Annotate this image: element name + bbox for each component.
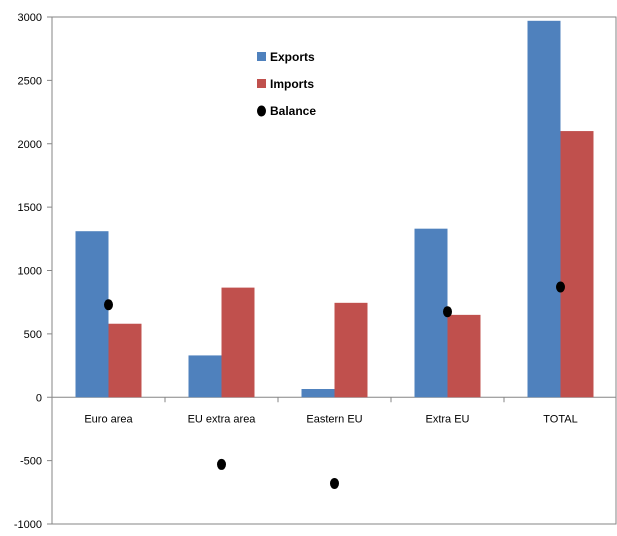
y-tick-label: 2500: [18, 75, 42, 87]
point-balance: [217, 458, 226, 470]
bar-imports: [221, 287, 255, 398]
bar-imports: [560, 131, 594, 398]
legend-label: Exports: [270, 50, 315, 64]
y-tick-label: 500: [24, 329, 42, 341]
bar-imports: [447, 314, 481, 398]
bar-imports: [108, 323, 142, 398]
y-tick-label: 1000: [18, 266, 42, 278]
category-label: Euro area: [84, 413, 133, 425]
bar-imports: [334, 302, 368, 398]
point-balance: [104, 299, 113, 311]
bar-exports: [527, 20, 561, 398]
bar-exports: [414, 228, 448, 398]
bar-exports: [75, 231, 109, 398]
legend-label: Imports: [270, 77, 314, 91]
point-balance: [556, 281, 565, 293]
y-tick-label: 0: [36, 392, 42, 404]
legend-label: Balance: [270, 104, 316, 118]
y-tick-label: 1500: [18, 202, 42, 214]
legend-swatch-imports: [257, 79, 266, 88]
y-tick-label: 2000: [18, 139, 42, 151]
bar-exports: [188, 355, 222, 398]
point-balance: [443, 306, 452, 318]
y-tick-label: -1000: [14, 519, 42, 531]
legend-swatch-exports: [257, 52, 266, 61]
point-balance: [330, 477, 339, 489]
legend-background: [222, 47, 348, 129]
category-label: EU extra area: [188, 413, 257, 425]
bar-exports: [301, 389, 335, 398]
y-tick-label: -500: [20, 456, 42, 468]
category-label: TOTAL: [543, 413, 577, 425]
legend-marker-balance: [257, 105, 266, 117]
y-tick-label: 3000: [18, 12, 42, 24]
category-label: Eastern EU: [306, 413, 362, 425]
plot-area: 3000 2500 2000 1500 1000 500 0 -500 -1000 Euro ar…: [14, 12, 617, 531]
legend: Exports Imports Balance: [222, 47, 348, 129]
category-label: Extra EU: [425, 413, 469, 425]
